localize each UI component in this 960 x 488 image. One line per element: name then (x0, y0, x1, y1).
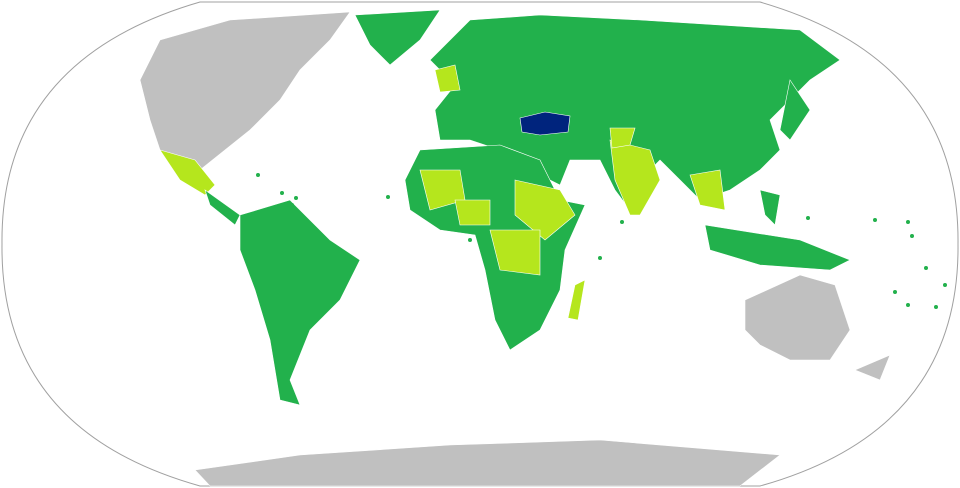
turkey (519, 111, 571, 136)
island-marker (294, 196, 298, 200)
central-america (204, 189, 241, 226)
island-marker (934, 305, 938, 309)
island-marker (906, 303, 910, 307)
sudan-ethiopia-region (514, 179, 576, 241)
north-america (139, 11, 351, 171)
island-marker (468, 238, 472, 242)
nigeria-region (454, 199, 491, 226)
australia (744, 274, 851, 361)
united-kingdom (434, 64, 461, 93)
japan (779, 79, 811, 141)
philippines (759, 189, 781, 226)
indonesia (704, 224, 851, 271)
island-marker (386, 195, 390, 199)
madagascar (567, 279, 586, 321)
island-marker (924, 266, 928, 270)
island-marker (893, 290, 897, 294)
island-marker (906, 220, 910, 224)
southeast-asia-region (689, 169, 726, 211)
island-marker (910, 234, 914, 238)
island-marker (620, 220, 624, 224)
south-america (239, 199, 361, 406)
island-marker (256, 173, 260, 177)
island-marker (290, 203, 294, 207)
mexico (159, 149, 216, 196)
island-marker (806, 216, 810, 220)
new-zealand (854, 354, 891, 381)
greenland (354, 9, 441, 66)
antarctica (194, 439, 781, 487)
india (609, 139, 661, 216)
island-marker (873, 218, 877, 222)
congo-region (489, 229, 541, 276)
afghanistan (609, 127, 636, 149)
island-marker (598, 256, 602, 260)
island-marker (943, 283, 947, 287)
island-marker (280, 191, 284, 195)
